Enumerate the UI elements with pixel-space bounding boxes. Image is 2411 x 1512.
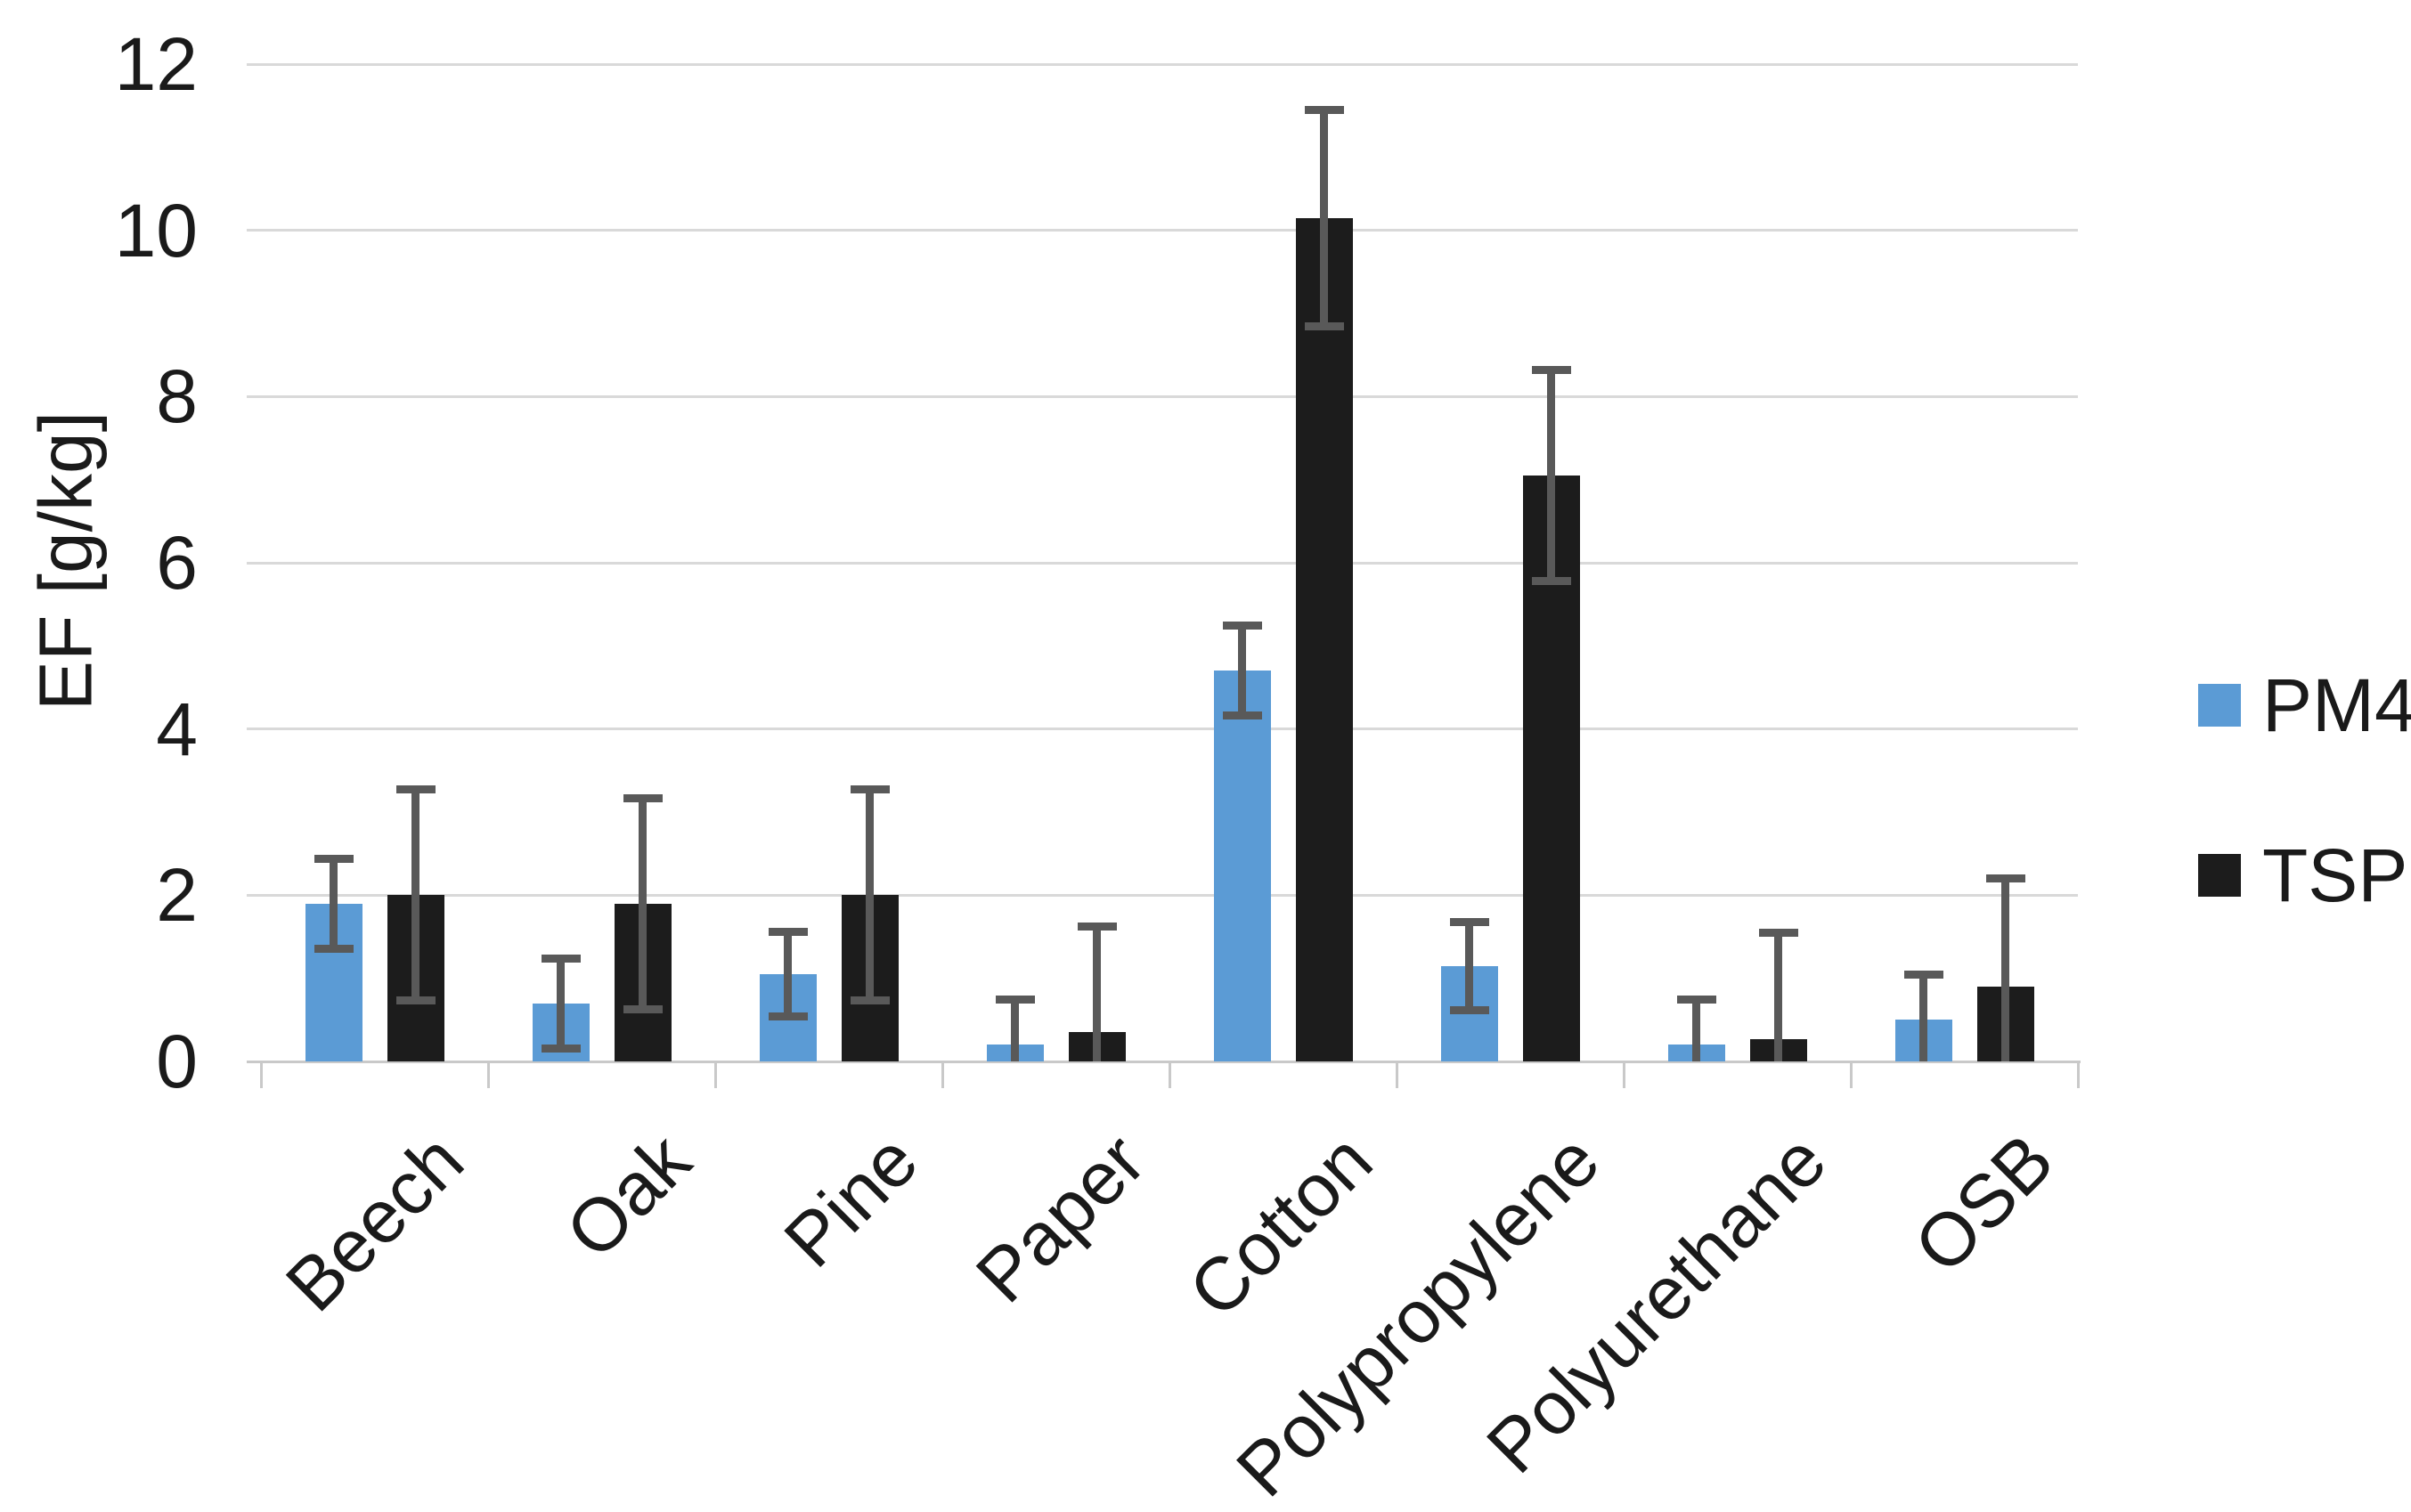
error-bar-cap-bottom bbox=[850, 996, 890, 1005]
error-bar-cap-top bbox=[768, 927, 808, 936]
error-bar-line bbox=[1465, 922, 1473, 1011]
gridline-y6 bbox=[261, 561, 2078, 565]
error-bar-line bbox=[1238, 625, 1246, 716]
y-axis-tick-y4 bbox=[247, 728, 261, 731]
error-bar-cap-top bbox=[623, 793, 663, 802]
x-axis-label-beech: Beech bbox=[270, 1118, 480, 1328]
error-bar-cap-top bbox=[1222, 622, 1262, 630]
error-bar-line bbox=[1919, 974, 1927, 1061]
x-axis-tick-8 bbox=[2076, 1061, 2080, 1088]
error-bar-cap-top bbox=[314, 854, 354, 863]
error-bar-cap-top bbox=[1077, 923, 1117, 931]
error-bar-cap-top bbox=[1304, 105, 1344, 114]
x-axis-label-paper: Paper bbox=[960, 1118, 1161, 1319]
error-bar-cap-bottom bbox=[1449, 1005, 1489, 1014]
bar-pm4-cotton bbox=[1213, 671, 1271, 1061]
error-bar-line bbox=[2001, 878, 2009, 1061]
bar-tsp-cotton bbox=[1295, 217, 1353, 1061]
y-axis-tick-label-0: 0 bbox=[156, 1020, 198, 1103]
error-bar-line bbox=[1011, 999, 1019, 1061]
x-axis-tick-4 bbox=[1168, 1061, 1171, 1088]
legend-swatch-pm4 bbox=[2198, 684, 2241, 727]
x-axis-label-oak: Oak bbox=[550, 1118, 707, 1274]
x-axis-label-cotton: Cotton bbox=[1172, 1118, 1389, 1333]
error-bar-cap-top bbox=[850, 785, 890, 794]
y-axis-tick-y8 bbox=[247, 394, 261, 398]
error-bar-cap-bottom bbox=[768, 1012, 808, 1021]
error-bar-line bbox=[1320, 110, 1328, 326]
x-axis-line bbox=[247, 1060, 2081, 1063]
x-axis-tick-3 bbox=[941, 1061, 944, 1088]
error-bar-cap-bottom bbox=[395, 996, 436, 1005]
legend-swatch-tsp bbox=[2198, 854, 2241, 897]
y-axis-tick-label-10: 10 bbox=[114, 188, 198, 272]
error-bar-line bbox=[557, 958, 565, 1049]
error-bar-cap-top bbox=[995, 995, 1035, 1004]
error-bar-cap-top bbox=[1985, 874, 2025, 883]
y-axis-tick-label-6: 6 bbox=[156, 521, 198, 605]
y-axis-tick-y2 bbox=[247, 893, 261, 897]
error-bar-line bbox=[411, 789, 419, 1001]
error-bar-cap-bottom bbox=[1531, 577, 1571, 586]
error-bar-cap-bottom bbox=[1304, 321, 1344, 330]
gridline-y2 bbox=[261, 893, 2078, 897]
error-bar-cap-top bbox=[1903, 970, 1943, 979]
error-bar-cap-top bbox=[1676, 996, 1716, 1004]
x-axis-tick-7 bbox=[1849, 1061, 1853, 1088]
gridline-y8 bbox=[261, 394, 2078, 398]
y-axis-tick-label-8: 8 bbox=[156, 354, 198, 439]
error-bar-cap-bottom bbox=[623, 1004, 663, 1013]
y-axis-tick-y6 bbox=[247, 561, 261, 565]
plot-area bbox=[247, 62, 2081, 1088]
error-bar-cap-top bbox=[1531, 365, 1571, 374]
x-axis-tick-2 bbox=[713, 1061, 717, 1088]
error-bar-cap-bottom bbox=[1222, 711, 1262, 720]
error-bar-line bbox=[330, 858, 338, 949]
y-axis-tick-label-4: 4 bbox=[156, 687, 198, 771]
y-axis-tick-label-12: 12 bbox=[114, 22, 198, 106]
error-bar-line bbox=[1093, 926, 1101, 1061]
y-axis-tick-y10 bbox=[247, 229, 261, 232]
legend-label-tsp: TSP bbox=[2262, 833, 2408, 917]
error-bar-line bbox=[1547, 370, 1555, 581]
error-bar-cap-top bbox=[1449, 917, 1489, 926]
error-bar-cap-bottom bbox=[314, 944, 354, 953]
error-bar-cap-top bbox=[1758, 928, 1798, 937]
error-bar-cap-top bbox=[395, 785, 436, 794]
gridline-y10 bbox=[261, 229, 2078, 232]
x-axis-tick-1 bbox=[486, 1061, 490, 1088]
legend: PM4 TSP bbox=[2198, 663, 2411, 918]
error-bar-cap-bottom bbox=[541, 1044, 581, 1053]
error-bar-line bbox=[784, 931, 792, 1017]
x-axis-tick-5 bbox=[1395, 1061, 1398, 1088]
gridline-y12 bbox=[261, 62, 2078, 66]
legend-item-tsp: TSP bbox=[2198, 833, 2411, 918]
error-bar-line bbox=[1774, 932, 1782, 1061]
y-axis-tick-label-2: 2 bbox=[156, 853, 198, 938]
y-axis-tick-y12 bbox=[247, 62, 261, 66]
legend-item-pm4: PM4 bbox=[2198, 663, 2411, 748]
error-bar-line bbox=[639, 798, 647, 1010]
error-bar-line bbox=[1692, 999, 1700, 1061]
x-axis-label-pine: Pine bbox=[768, 1118, 934, 1283]
error-bar-line bbox=[866, 789, 874, 1001]
error-bar-cap-top bbox=[541, 954, 581, 963]
x-axis-tick-0 bbox=[259, 1061, 263, 1088]
x-axis-label-osb: OSB bbox=[1898, 1118, 2070, 1289]
gridline-y4 bbox=[261, 728, 2078, 731]
x-axis-tick-6 bbox=[1622, 1061, 1625, 1088]
legend-label-pm4: PM4 bbox=[2262, 663, 2411, 747]
